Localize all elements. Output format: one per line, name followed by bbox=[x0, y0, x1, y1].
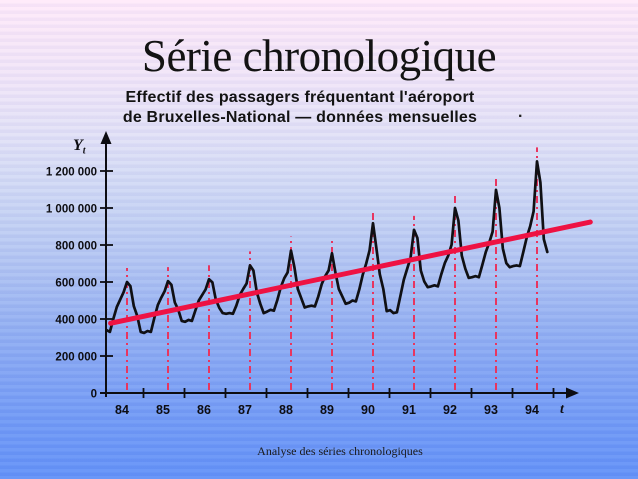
y-tick-label: 1 000 000 bbox=[46, 204, 97, 216]
subtitle-trailing-dot: . bbox=[518, 104, 523, 121]
x-year-label: 91 bbox=[402, 403, 416, 417]
x-year-label: 84 bbox=[115, 403, 129, 417]
y-tick-label: 600 000 bbox=[55, 278, 97, 290]
x-year-label: 89 bbox=[320, 403, 334, 417]
x-year-label: 92 bbox=[443, 403, 457, 417]
x-axis-arrow-icon bbox=[566, 387, 579, 399]
x-year-label: 90 bbox=[361, 403, 375, 417]
x-year-label: 86 bbox=[197, 403, 211, 417]
x-axis-title: t bbox=[560, 402, 565, 417]
y-tick-label: 1 200 000 bbox=[46, 167, 97, 179]
data-curve bbox=[105, 160, 549, 335]
x-year-label: 94 bbox=[525, 403, 539, 417]
y-tick-label: 400 000 bbox=[55, 315, 97, 327]
y-tick-label: 800 000 bbox=[55, 241, 97, 253]
x-year-label: 87 bbox=[238, 403, 252, 417]
footer-text: Analyse des séries chronologiques bbox=[257, 444, 423, 458]
y-axis-title: Yt bbox=[73, 137, 87, 157]
y-tick-label: 0 bbox=[91, 389, 97, 401]
x-year-label: 85 bbox=[156, 403, 170, 417]
y-axis-arrow-icon bbox=[100, 131, 112, 144]
y-tick-label: 200 000 bbox=[55, 352, 97, 364]
x-year-label: 88 bbox=[279, 403, 293, 417]
chart-subtitle: Effectif des passagers fréquentant l'aér… bbox=[0, 88, 638, 128]
trend-line bbox=[108, 219, 593, 326]
chart-subtitle-line2: de Bruxelles-National — données mensuell… bbox=[122, 109, 478, 126]
chart-subtitle-line1: Effectif des passagers fréquentant l'aér… bbox=[125, 89, 475, 106]
x-year-label: 93 bbox=[484, 403, 498, 417]
page-title: Série chronologique bbox=[141, 31, 497, 81]
